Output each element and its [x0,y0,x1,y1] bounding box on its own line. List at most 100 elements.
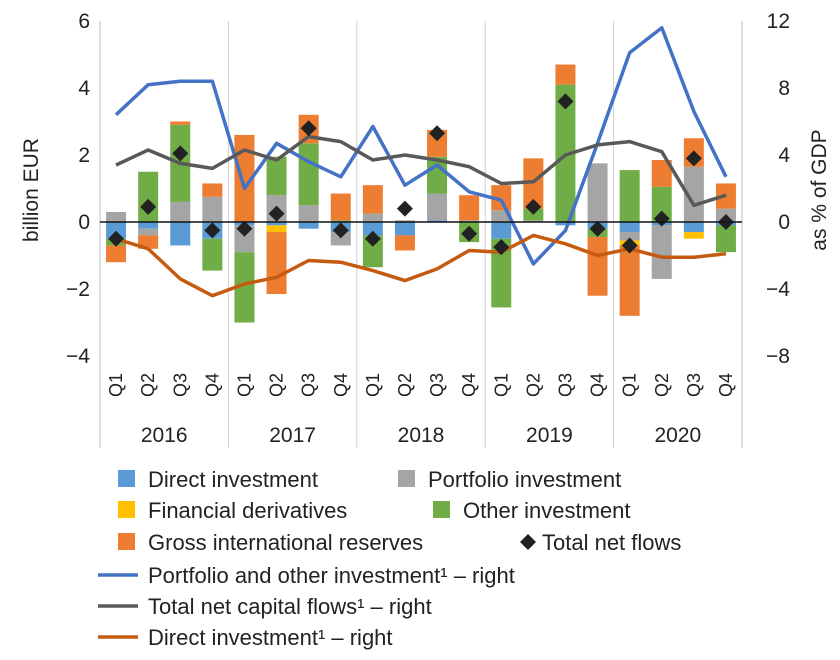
bar-gross-international-reserves [491,185,512,211]
total-net-flows-marker [525,198,542,215]
bar-other-investment [491,238,512,308]
x-tick-label-quarter: Q2 [523,373,543,397]
bar-direct-investment [427,220,448,222]
bar-gross-international-reserves [202,183,223,197]
bar-portfolio-investment [587,163,608,222]
total-net-flows-marker [621,237,638,254]
bar-gross-international-reserves [170,121,191,125]
legend-label: Portfolio and other investment¹ – right [148,563,515,588]
x-tick-label-quarter: Q4 [202,373,222,397]
total-net-flows-marker [557,93,574,110]
bar-gross-international-reserves [394,235,415,251]
x-tick-label-year: 2017 [269,424,316,447]
legend-swatch [398,470,415,487]
plot-frame [99,21,743,448]
x-tick-label-year: 2019 [526,424,573,447]
line-total-net-capital-flows-right [115,134,727,208]
bar-portfolio-investment [330,232,351,246]
bar-portfolio-investment [202,196,223,222]
x-tick-label-year: 2018 [398,424,445,447]
legend-label: Other investment [463,498,631,523]
bar-other-investment [266,156,287,196]
y-tick-label-right: 0 [778,211,790,234]
legend-label: Total net flows [542,530,681,555]
legend-label: Gross international reserves [148,530,423,555]
x-tick-label-quarter: Q4 [716,373,736,397]
line-direct-investment-right [115,233,727,298]
x-tick-label-quarter: Q3 [555,373,575,397]
total-net-flows-marker [364,230,381,247]
legend: Direct investment Portfolio investment Fin… [98,467,681,650]
bar-portfolio-investment [170,201,191,222]
total-net-flows-marker [140,198,157,215]
x-tick-label-quarter: Q3 [170,373,190,397]
total-net-flows-marker [204,222,221,239]
x-tick-label-year: 2016 [141,424,188,447]
x-tick-label-quarter: Q1 [620,373,640,397]
x-tick-label-quarter: Q3 [684,373,704,397]
y-tick-label-right: −8 [766,345,790,368]
bar-portfolio-investment [523,220,544,222]
bar-portfolio-investment [427,193,448,221]
legend-label: Direct investment¹ – right [148,625,393,650]
bar-other-investment [427,156,448,194]
x-tick-label-quarter: Q1 [363,373,383,397]
x-tick-label-quarter: Q1 [234,373,254,397]
y-axis-title-right: as % of GDP [808,129,831,250]
x-tick-label-year: 2020 [654,424,701,447]
y-tick-label-right: 8 [778,77,790,100]
legend-swatch [118,533,135,550]
total-net-flows-marker [461,225,478,242]
bar-portfolio-investment [138,228,159,236]
bar-other-investment [298,143,319,206]
x-tick-label-quarter: Q1 [491,373,511,397]
bar-direct-investment [394,222,415,236]
bar-direct-investment [362,222,383,236]
y-tick-label-left: −4 [66,345,90,368]
axes-layer: billion EUR as % of GDP 6 4 2 0 −2 −4 12 8 4 0 −4 −… [20,10,831,447]
bar-financial-derivatives [266,225,287,233]
total-net-flows-marker [589,220,606,237]
y-tick-label-left: −2 [66,278,90,301]
bar-direct-investment [106,222,127,239]
bar-other-investment [362,235,383,268]
bar-gross-international-reserves [266,232,287,295]
bar-other-investment [651,186,672,222]
total-net-flows-marker [172,145,189,162]
legend-swatch [433,501,450,518]
total-net-flows-marker [268,205,285,222]
y-tick-label-left: 6 [78,10,90,33]
bars-layer [106,64,736,323]
bar-other-investment [330,220,351,222]
bar-other-investment [202,238,223,271]
bar-portfolio-investment [619,232,640,241]
y-tick-label-left: 4 [78,77,90,100]
total-net-flows-marker [685,150,702,167]
x-tick-label-quarter: Q4 [331,373,351,397]
y-tick-label-right: 4 [778,144,790,167]
bar-portfolio-investment [491,210,512,222]
total-net-flows-marker [332,222,349,239]
legend-label: Portfolio investment [428,467,621,492]
bar-direct-investment [491,222,512,239]
bar-other-investment [619,170,640,222]
bar-portfolio-investment [394,220,415,222]
legend-label: Total net capital flows¹ – right [148,594,432,619]
total-net-flows-marker [236,220,253,237]
total-net-flows-marker [300,120,317,137]
y-tick-label-left: 0 [78,211,90,234]
bar-direct-investment [170,222,191,246]
bar-other-investment [715,225,736,253]
legend-label: Financial derivatives [148,498,347,523]
x-tick-label-quarter: Q1 [106,373,126,397]
x-tick-label-quarter: Q4 [459,373,479,397]
bar-direct-investment [266,222,287,226]
bar-other-investment [234,252,255,323]
bar-portfolio-investment [106,211,127,222]
bar-gross-international-reserves [362,185,383,214]
bar-gross-international-reserves [234,134,255,222]
bar-direct-investment [555,222,576,226]
bar-gross-international-reserves [651,160,672,187]
bar-gross-international-reserves [330,193,351,221]
bar-gross-international-reserves [587,237,608,296]
